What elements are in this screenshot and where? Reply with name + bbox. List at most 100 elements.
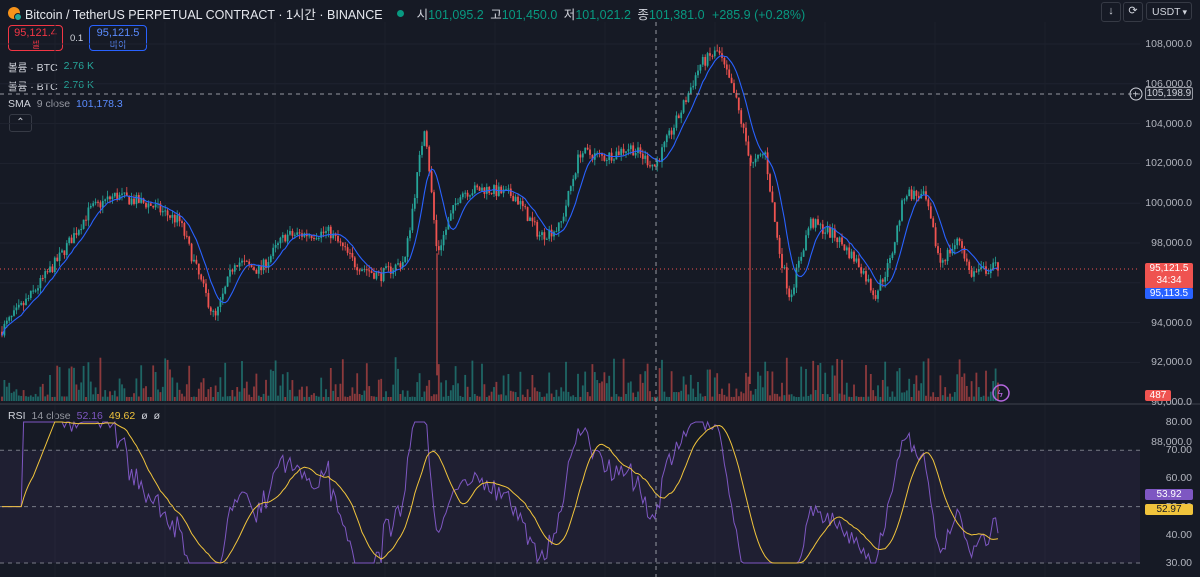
candle-body (406, 238, 409, 257)
rsi-tick: 40.00 (1165, 528, 1192, 541)
candle-body (430, 171, 433, 193)
volume-bar (111, 395, 114, 401)
volume-bar (764, 361, 767, 401)
volume-bar (985, 370, 987, 401)
volume-bar (802, 396, 805, 401)
candle-body (219, 299, 222, 307)
volume-bar (982, 395, 985, 401)
candle-body (769, 174, 771, 192)
volume-bar (697, 381, 699, 401)
candle-body (382, 268, 385, 282)
volume-bar (970, 381, 973, 401)
sell-button[interactable]: 95,121.4 셀 (8, 25, 63, 51)
candle-body (531, 217, 534, 222)
candle-body (661, 147, 663, 162)
volume-bar (598, 383, 601, 401)
buy-button[interactable]: 95,121.5 바이 (89, 25, 147, 51)
candle-body (740, 110, 743, 124)
rsi-tick: 60.00 (1165, 472, 1192, 485)
candle-body (817, 219, 819, 225)
volume-bar (464, 374, 467, 401)
candle-body (349, 252, 351, 254)
candle-body (500, 186, 503, 194)
volume-bar (209, 387, 212, 401)
volume-bar (836, 358, 839, 401)
candle-body (92, 203, 95, 206)
volume-bar (637, 391, 639, 401)
candle-body (373, 272, 375, 279)
fullscreen-button[interactable]: ⟳ (1123, 2, 1143, 22)
candle-body (440, 245, 443, 251)
candle-body (233, 265, 236, 272)
candle-body (197, 263, 200, 275)
rsi-line (2, 420, 999, 564)
currency-select[interactable]: USDT (1146, 2, 1192, 21)
volume-bar (740, 391, 743, 401)
candle-body (692, 85, 695, 88)
candle-body (848, 247, 851, 259)
candle-body (111, 196, 114, 200)
candle-body (934, 227, 937, 247)
candle-body (869, 279, 872, 291)
candle-body (987, 273, 990, 275)
candle-body (982, 266, 985, 268)
download-button[interactable]: ↓ (1101, 2, 1121, 22)
volume-legend-1[interactable]: 볼륨 · BTC 2.76 K (8, 60, 95, 74)
volume-bar (178, 389, 181, 401)
collapse-legend-button[interactable]: ⌃ (9, 114, 32, 132)
rsi-legend[interactable]: RSI 14 close 52.16 49.62 ø ø (8, 410, 161, 422)
volume-bar (946, 396, 949, 401)
volume-bar (704, 396, 707, 401)
volume-bar (106, 396, 109, 401)
candle-body (893, 242, 896, 254)
candle-body (166, 210, 169, 216)
volume-bar (267, 395, 270, 401)
volume-bar (423, 391, 426, 401)
candle-body (41, 277, 44, 279)
candle-body (267, 262, 270, 269)
bitcoin-icon (8, 7, 22, 21)
candle-body (790, 294, 793, 298)
symbol-title[interactable]: Bitcoin / TetherUS PERPETUAL CONTRACT · … (25, 7, 383, 22)
volume-bar (841, 359, 843, 401)
volume-bar (622, 358, 625, 401)
volume-bar (613, 358, 615, 401)
volume-bar (29, 395, 32, 401)
volume-bar (181, 393, 183, 401)
volume-bar (226, 396, 229, 401)
volume-bar (483, 384, 486, 401)
volume-bar (896, 371, 899, 401)
volume-bar (238, 391, 241, 401)
candle-body (22, 302, 25, 306)
volume-bar (272, 370, 275, 401)
volume-bar (891, 391, 894, 401)
candle-body (176, 215, 179, 223)
volume-bar (641, 382, 644, 401)
candle-body (687, 93, 690, 102)
volume-bar (231, 389, 234, 401)
candle-body (248, 261, 251, 265)
volume-bar (845, 382, 848, 401)
candle-body (812, 218, 815, 228)
candle-body (836, 237, 839, 243)
volume-bar (164, 358, 167, 401)
candle-body (332, 233, 335, 239)
volume-bar (677, 392, 680, 401)
candle-body (337, 235, 339, 242)
candle-body (317, 237, 320, 239)
candle-body (673, 127, 675, 135)
rsi-ma-line (2, 421, 999, 564)
sma-legend[interactable]: SMA 9 close 101,178.3 (8, 98, 123, 110)
candle-body (970, 270, 973, 277)
candle-body (615, 151, 618, 160)
candle-body (454, 203, 457, 206)
candle-body (428, 146, 431, 172)
candle-body (512, 195, 515, 202)
price-tick: 88,000.0 (1151, 436, 1192, 448)
volume-bar (958, 359, 961, 401)
candle-body (365, 269, 368, 271)
volume-bar (980, 396, 983, 401)
candle-body (646, 155, 649, 166)
volume-bar (884, 361, 887, 401)
